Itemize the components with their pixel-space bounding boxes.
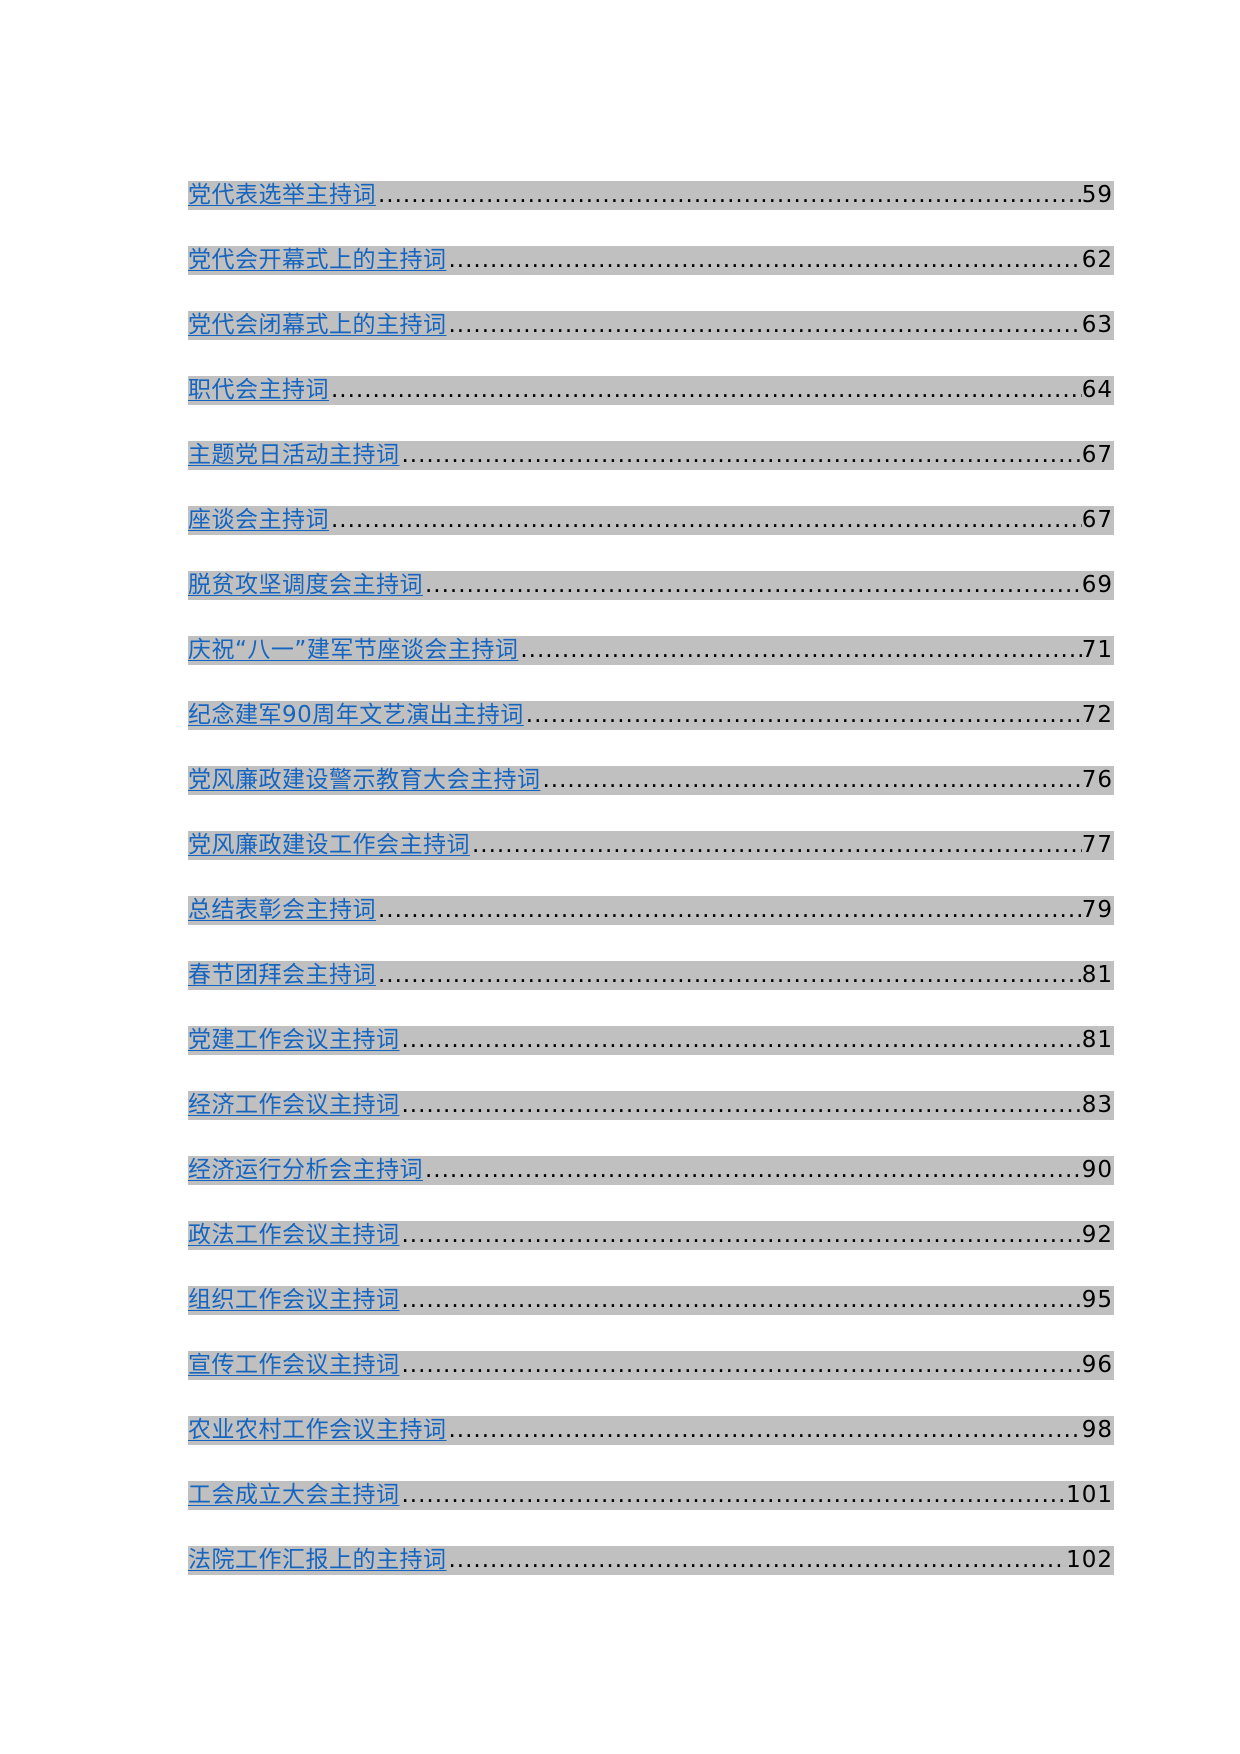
toc-entry-link[interactable]: 政法工作会议主持词 <box>188 1222 400 1248</box>
toc-entry[interactable]: 经济工作会议主持词 83 <box>188 1091 1114 1120</box>
toc-entry-link[interactable]: 职代会主持词 <box>188 377 329 403</box>
toc-entry[interactable]: 组织工作会议主持词 95 <box>188 1286 1114 1315</box>
toc-entry-link[interactable]: 党风廉政建设工作会主持词 <box>188 832 470 858</box>
toc-entry[interactable]: 政法工作会议主持词 92 <box>188 1221 1114 1250</box>
toc-page-number: 90 <box>1081 1157 1113 1183</box>
toc-dot-leader <box>376 181 1082 210</box>
toc-entry[interactable]: 党代表选举主持词 59 <box>188 181 1114 210</box>
toc-entry-link[interactable]: 党代会闭幕式上的主持词 <box>188 312 447 338</box>
toc-entry-link[interactable]: 经济工作会议主持词 <box>188 1092 400 1118</box>
toc-entry[interactable]: 党风廉政建设工作会主持词 77 <box>188 831 1114 860</box>
toc-entry[interactable]: 工会成立大会主持词 101 <box>188 1481 1114 1510</box>
toc-entry[interactable]: 主题党日活动主持词 67 <box>188 441 1114 470</box>
toc-dot-leader <box>447 1546 1067 1575</box>
toc-page-number: 67 <box>1081 442 1113 468</box>
toc-entry[interactable]: 党代会开幕式上的主持词 62 <box>188 246 1114 275</box>
toc-page-number: 72 <box>1081 702 1113 728</box>
toc-page-number: 62 <box>1081 247 1113 273</box>
toc-entry[interactable]: 法院工作汇报上的主持词 102 <box>188 1546 1114 1575</box>
toc-entry-link[interactable]: 农业农村工作会议主持词 <box>188 1417 447 1443</box>
toc-page-number: 81 <box>1081 962 1113 988</box>
toc-dot-leader <box>400 1091 1082 1120</box>
toc-entry-link[interactable]: 总结表彰会主持词 <box>188 897 376 923</box>
toc-dot-leader <box>400 1026 1082 1055</box>
toc-dot-leader <box>329 376 1082 405</box>
toc-page-number: 83 <box>1081 1092 1113 1118</box>
toc-dot-leader <box>423 1156 1082 1185</box>
toc-dot-leader <box>400 1481 1067 1510</box>
toc-page-number: 67 <box>1081 507 1113 533</box>
toc-entry[interactable]: 宣传工作会议主持词 96 <box>188 1351 1114 1380</box>
toc-entry[interactable]: 农业农村工作会议主持词 98 <box>188 1416 1114 1445</box>
toc-dot-leader <box>447 246 1082 275</box>
toc-entry[interactable]: 春节团拜会主持词 81 <box>188 961 1114 990</box>
toc-page-number: 71 <box>1081 637 1113 663</box>
toc-entry[interactable]: 脱贫攻坚调度会主持词 69 <box>188 571 1114 600</box>
toc-entry-link[interactable]: 经济运行分析会主持词 <box>188 1157 423 1183</box>
toc-entry-link[interactable]: 党建工作会议主持词 <box>188 1027 400 1053</box>
toc-page-number: 81 <box>1081 1027 1113 1053</box>
toc-page-number: 92 <box>1081 1222 1113 1248</box>
toc-entry-link[interactable]: 座谈会主持词 <box>188 507 329 533</box>
toc-entry[interactable]: 党代会闭幕式上的主持词 63 <box>188 311 1114 340</box>
toc-entry-link[interactable]: 主题党日活动主持词 <box>188 442 400 468</box>
toc-entry-link[interactable]: 法院工作汇报上的主持词 <box>188 1547 447 1573</box>
toc-page-number: 64 <box>1081 377 1113 403</box>
toc-dot-leader <box>541 766 1082 795</box>
toc-page-number: 77 <box>1081 832 1113 858</box>
toc-dot-leader <box>376 896 1082 925</box>
toc-entry-link[interactable]: 春节团拜会主持词 <box>188 962 376 988</box>
toc-entry-link[interactable]: 宣传工作会议主持词 <box>188 1352 400 1378</box>
toc-entry-link[interactable]: 庆祝“八一”建军节座谈会主持词 <box>188 637 519 663</box>
toc-entry-link[interactable]: 纪念建军90周年文艺演出主持词 <box>188 702 524 728</box>
toc-page-number: 96 <box>1081 1352 1113 1378</box>
toc-entry-link[interactable]: 党风廉政建设警示教育大会主持词 <box>188 767 541 793</box>
toc-page-number: 76 <box>1081 767 1113 793</box>
toc-dot-leader <box>400 441 1082 470</box>
toc-dot-leader <box>470 831 1082 860</box>
toc-entry[interactable]: 座谈会主持词 67 <box>188 506 1114 535</box>
toc-entry[interactable]: 党风廉政建设警示教育大会主持词 76 <box>188 766 1114 795</box>
toc-entry[interactable]: 纪念建军90周年文艺演出主持词 72 <box>188 701 1114 730</box>
toc-entry[interactable]: 职代会主持词 64 <box>188 376 1114 405</box>
toc-dot-leader <box>329 506 1082 535</box>
toc-entry[interactable]: 庆祝“八一”建军节座谈会主持词 71 <box>188 636 1114 665</box>
toc-entry-link[interactable]: 党代表选举主持词 <box>188 182 376 208</box>
toc-page-number: 98 <box>1081 1417 1113 1443</box>
toc-page-number: 79 <box>1081 897 1113 923</box>
toc-dot-leader <box>400 1286 1082 1315</box>
toc-page-number: 95 <box>1081 1287 1113 1313</box>
toc-page-number: 101 <box>1066 1482 1113 1508</box>
toc-page-number: 102 <box>1066 1547 1113 1573</box>
toc-entry[interactable]: 党建工作会议主持词 81 <box>188 1026 1114 1055</box>
toc-entry-link[interactable]: 工会成立大会主持词 <box>188 1482 400 1508</box>
toc-dot-leader <box>400 1351 1082 1380</box>
toc-page-number: 63 <box>1081 312 1113 338</box>
toc-page-number: 69 <box>1081 572 1113 598</box>
toc-dot-leader <box>400 1221 1082 1250</box>
toc-page-number: 59 <box>1081 182 1113 208</box>
toc-dot-leader <box>423 571 1082 600</box>
toc-dot-leader <box>518 636 1081 665</box>
toc-entry-link[interactable]: 脱贫攻坚调度会主持词 <box>188 572 423 598</box>
toc-dot-leader <box>524 701 1082 730</box>
toc-entry[interactable]: 经济运行分析会主持词 90 <box>188 1156 1114 1185</box>
toc-dot-leader <box>376 961 1082 990</box>
toc-dot-leader <box>447 311 1082 340</box>
toc-entry-link[interactable]: 组织工作会议主持词 <box>188 1287 400 1313</box>
toc-entry[interactable]: 总结表彰会主持词 79 <box>188 896 1114 925</box>
toc-entry-link[interactable]: 党代会开幕式上的主持词 <box>188 247 447 273</box>
toc-dot-leader <box>447 1416 1082 1445</box>
table-of-contents: 党代表选举主持词 59 党代会开幕式上的主持词 62 党代会闭幕式上的主持词 6… <box>188 181 1114 1611</box>
